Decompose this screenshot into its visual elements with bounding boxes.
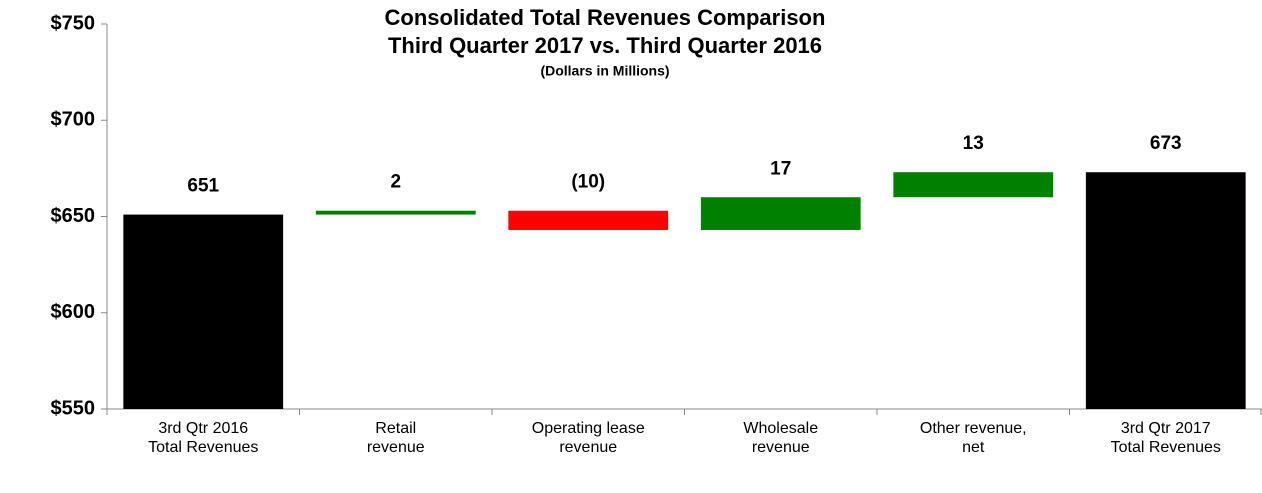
x-tick-label: Total Revenues <box>148 439 258 456</box>
y-tick-label: $550 <box>51 397 96 419</box>
x-tick-label: Operating lease <box>532 420 645 437</box>
y-tick-label: $600 <box>51 301 96 323</box>
bar <box>1085 172 1246 409</box>
x-tick-label: revenue <box>367 439 425 456</box>
y-tick-label: $700 <box>51 109 96 131</box>
x-tick-label: 3rd Qtr 2016 <box>158 420 248 437</box>
bar <box>700 197 861 230</box>
value-label: 651 <box>187 176 219 197</box>
bar <box>123 214 284 409</box>
y-tick-label: $650 <box>51 205 96 227</box>
x-tick-label: net <box>962 439 985 456</box>
bar <box>508 210 669 230</box>
x-tick-label: Total Revenues <box>1111 439 1221 456</box>
x-tick-label: 3rd Qtr 2017 <box>1121 420 1211 437</box>
chart-title: Consolidated Total Revenues Comparison <box>385 5 826 30</box>
x-tick-label: Other revenue, <box>920 420 1027 437</box>
y-tick-label: $750 <box>51 12 96 34</box>
chart-subtitle: Third Quarter 2017 vs. Third Quarter 201… <box>388 33 822 58</box>
bar <box>315 210 476 215</box>
x-tick-label: Wholesale <box>743 420 818 437</box>
value-label: 2 <box>390 172 401 193</box>
bar <box>893 172 1054 198</box>
value-label: 13 <box>963 133 984 154</box>
value-label: (10) <box>571 172 605 193</box>
x-tick-label: revenue <box>752 439 810 456</box>
value-label: 673 <box>1150 133 1182 154</box>
value-label: 17 <box>770 158 791 179</box>
x-tick-label: Retail <box>375 420 416 437</box>
chart-note: (Dollars in Millions) <box>540 63 669 79</box>
x-tick-label: revenue <box>559 439 617 456</box>
